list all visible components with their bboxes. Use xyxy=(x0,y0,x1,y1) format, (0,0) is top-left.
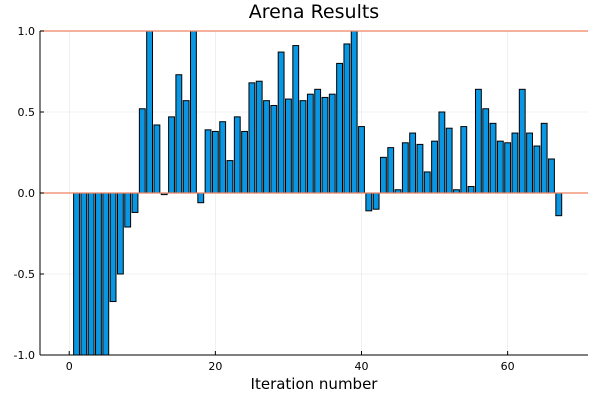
bar xyxy=(496,140,504,194)
axes xyxy=(39,30,588,356)
bar xyxy=(555,192,563,217)
bar xyxy=(540,122,548,194)
bar xyxy=(263,100,270,194)
x-tick-label: 0 xyxy=(66,360,73,373)
bar xyxy=(116,192,124,275)
bar xyxy=(219,121,227,194)
bar xyxy=(255,80,263,194)
bar xyxy=(489,122,497,194)
bar xyxy=(365,192,373,212)
bar xyxy=(248,82,256,194)
bar xyxy=(168,116,175,194)
bar xyxy=(241,130,249,194)
bar xyxy=(431,140,438,194)
bar xyxy=(409,132,417,194)
bar xyxy=(372,192,380,210)
bar xyxy=(102,192,110,356)
bar xyxy=(233,116,241,194)
bar xyxy=(321,96,329,194)
bar xyxy=(314,88,322,194)
y-tick-labels: -1.0 -0.5 0.0 0.5 1.0 xyxy=(14,25,35,362)
bar xyxy=(270,105,278,194)
bar xyxy=(299,100,307,194)
bar xyxy=(285,98,292,194)
bar xyxy=(460,126,468,194)
bar xyxy=(292,45,300,194)
bar xyxy=(526,132,533,194)
bar xyxy=(277,51,285,194)
bar xyxy=(350,30,358,194)
bar xyxy=(467,186,475,194)
bar xyxy=(73,192,80,356)
bar xyxy=(306,93,314,194)
bars xyxy=(73,30,563,356)
reference-lines xyxy=(40,30,588,194)
bar xyxy=(548,158,555,194)
bar xyxy=(109,192,117,303)
bar xyxy=(482,108,490,194)
y-tick-label: -0.5 xyxy=(14,268,35,281)
chart-title: Arena Results xyxy=(249,1,379,23)
bar xyxy=(445,127,453,194)
bar xyxy=(336,62,343,194)
bar xyxy=(153,124,161,194)
bar xyxy=(533,145,541,194)
bar xyxy=(131,192,139,213)
bar xyxy=(175,74,183,194)
bar xyxy=(197,192,205,204)
y-tick-label: 0.0 xyxy=(18,187,36,200)
y-tick-label: -1.0 xyxy=(14,349,35,362)
bar xyxy=(95,192,102,356)
bar xyxy=(87,192,95,356)
bar xyxy=(438,111,446,194)
bar xyxy=(226,160,234,194)
bar xyxy=(138,108,146,194)
bar xyxy=(343,43,351,194)
bar xyxy=(204,129,212,194)
bar xyxy=(518,88,526,194)
y-tick-label: 0.5 xyxy=(18,106,36,119)
bar xyxy=(358,126,365,194)
y-tick-label: 1.0 xyxy=(18,25,36,38)
x-tick-label: 20 xyxy=(208,360,222,373)
x-tick-label: 60 xyxy=(501,360,515,373)
bar xyxy=(416,143,424,194)
bar xyxy=(401,142,409,194)
bar xyxy=(387,147,395,194)
bar xyxy=(511,132,519,194)
bar xyxy=(182,100,190,194)
bar xyxy=(146,30,154,194)
bar xyxy=(211,130,219,194)
bar xyxy=(423,171,431,194)
bar xyxy=(474,88,482,194)
x-tick-labels: 0 20 40 60 xyxy=(66,360,515,373)
x-tick-label: 40 xyxy=(354,360,368,373)
bar xyxy=(190,30,197,194)
bar xyxy=(124,192,132,228)
bar xyxy=(379,156,387,194)
x-axis-title: Iteration number xyxy=(251,375,379,393)
bar xyxy=(328,93,336,194)
bar xyxy=(504,142,512,194)
bar xyxy=(80,192,88,356)
